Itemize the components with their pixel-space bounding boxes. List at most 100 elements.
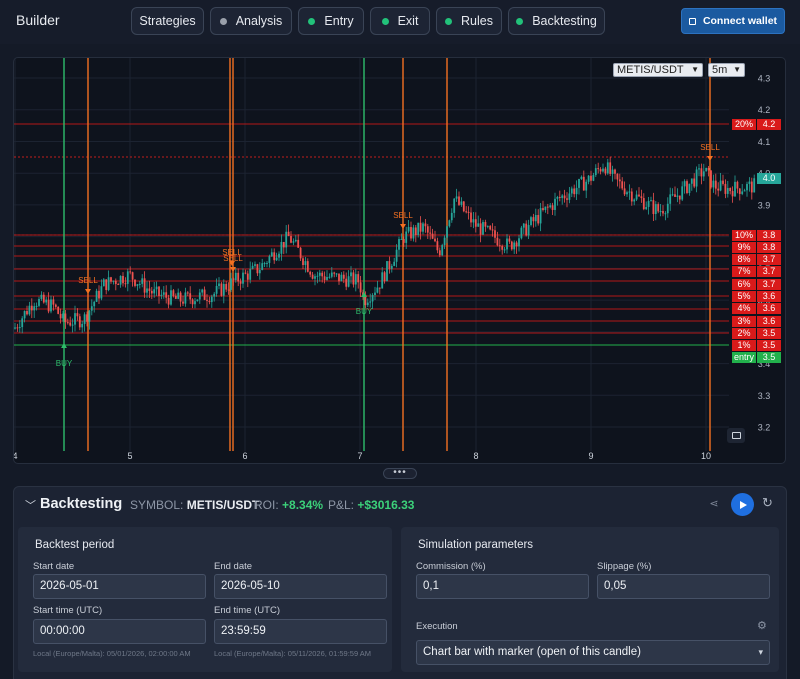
nav-analysis[interactable]: Analysis bbox=[210, 7, 292, 35]
candle-body bbox=[290, 235, 292, 243]
candle-body bbox=[650, 200, 652, 202]
candle-body bbox=[525, 223, 528, 236]
candle-body bbox=[496, 237, 499, 246]
chevron-down-icon[interactable]: ﹀ bbox=[25, 500, 36, 512]
candle-body bbox=[530, 217, 532, 226]
candle-body bbox=[110, 277, 112, 282]
candle-body bbox=[566, 198, 568, 200]
candle-body bbox=[302, 258, 304, 266]
candle-body bbox=[402, 238, 405, 243]
nav-rules[interactable]: Rules bbox=[436, 7, 502, 35]
nav-exit[interactable]: Exit bbox=[370, 7, 430, 35]
candle-body bbox=[693, 178, 696, 187]
candle-body bbox=[134, 279, 136, 286]
pnl-summary: P&L: +$3016.33 bbox=[328, 498, 414, 512]
symbol-select[interactable]: METIS/USDT ▼ bbox=[613, 63, 703, 77]
candle-body bbox=[194, 301, 196, 305]
refresh-icon[interactable]: ↻ bbox=[762, 495, 773, 510]
nav-strategies[interactable]: Strategies bbox=[131, 7, 204, 35]
price-chart[interactable]: 4.34.24.14.03.93.83.73.63.53.43.33.24567… bbox=[13, 57, 786, 464]
buy-marker-label: BUY bbox=[56, 359, 73, 368]
level-price-label: 3.6 bbox=[757, 303, 781, 314]
candle-body bbox=[287, 231, 290, 236]
candle-body bbox=[160, 294, 163, 296]
candle-body bbox=[568, 193, 571, 200]
interval-select[interactable]: 5m ▼ bbox=[708, 63, 745, 77]
start-date-input[interactable]: 2026-05-01 bbox=[33, 574, 206, 599]
connect-wallet-button[interactable]: Connect wallet bbox=[681, 8, 785, 34]
candle-body bbox=[366, 302, 369, 306]
candle-body bbox=[546, 206, 549, 208]
candle-body bbox=[438, 250, 441, 256]
candle-body bbox=[412, 227, 415, 239]
candle-body bbox=[678, 195, 681, 200]
level-percent-label: 8% bbox=[732, 254, 756, 265]
candle-body bbox=[398, 239, 400, 250]
candle-body bbox=[246, 273, 249, 280]
candle-body bbox=[556, 196, 559, 199]
candle-body bbox=[174, 295, 177, 299]
candle-body bbox=[330, 272, 333, 277]
x-tick-label: 7 bbox=[357, 451, 362, 461]
candle-body bbox=[81, 323, 84, 328]
end-date-input[interactable]: 2026-05-10 bbox=[214, 574, 387, 599]
panel-resize-handle[interactable]: ••• bbox=[383, 468, 417, 479]
symbol-label: SYMBOL: bbox=[130, 498, 184, 512]
symbol-summary: SYMBOL: METIS/USDT bbox=[130, 498, 259, 512]
candle-body bbox=[388, 261, 391, 269]
share-icon[interactable]: ⋖ bbox=[709, 498, 719, 510]
level-price-label: 3.6 bbox=[757, 291, 781, 302]
candle-body bbox=[266, 262, 268, 264]
candle-body bbox=[352, 272, 355, 285]
run-backtest-button[interactable] bbox=[731, 493, 754, 516]
candle-body bbox=[611, 169, 614, 174]
candle-body bbox=[690, 178, 693, 184]
commission-input[interactable]: 0,1 bbox=[416, 574, 589, 599]
start-time-input[interactable]: 00:00:00 bbox=[33, 619, 206, 644]
info-icon[interactable]: ⚙ bbox=[757, 620, 767, 632]
sell-arrow-icon bbox=[230, 267, 236, 272]
backtesting-title: Backtesting bbox=[40, 496, 123, 512]
candle-body bbox=[484, 221, 487, 227]
candle-body bbox=[626, 192, 628, 195]
chart-canvas[interactable]: 4.34.24.14.03.93.83.73.63.53.43.33.24567… bbox=[14, 58, 786, 464]
level-percent-label: 4% bbox=[732, 303, 756, 314]
end-time-input[interactable]: 23:59:59 bbox=[214, 619, 387, 644]
execution-select[interactable]: Chart bar with marker (open of this cand… bbox=[416, 640, 770, 665]
start-local-time: Local (Europe/Malta): 05/01/2026, 02:00:… bbox=[33, 649, 191, 658]
level-price-label: 3.7 bbox=[757, 254, 781, 265]
candle-body bbox=[498, 245, 501, 247]
candle-body bbox=[753, 178, 756, 193]
sell-marker-label: SELL bbox=[223, 254, 243, 263]
candle-body bbox=[165, 292, 168, 298]
candle-body bbox=[683, 181, 686, 187]
candle-body bbox=[652, 200, 655, 215]
status-dot-icon bbox=[308, 17, 316, 25]
candle-body bbox=[227, 289, 230, 291]
candle-body bbox=[441, 245, 444, 256]
candle-body bbox=[645, 206, 648, 210]
candle-body bbox=[162, 292, 165, 295]
candle-body bbox=[450, 212, 453, 221]
candle-body bbox=[666, 203, 669, 214]
candle-body bbox=[726, 188, 729, 194]
candle-body bbox=[251, 265, 254, 269]
candle-body bbox=[630, 191, 633, 202]
nav-entry[interactable]: Entry bbox=[298, 7, 364, 35]
play-icon bbox=[740, 500, 747, 509]
candle-body bbox=[275, 257, 278, 261]
candle-body bbox=[616, 173, 619, 180]
candle-body bbox=[671, 194, 674, 196]
sell-marker-label: SELL bbox=[78, 276, 98, 285]
candle-body bbox=[738, 188, 741, 194]
screenshot-button[interactable] bbox=[727, 428, 745, 443]
nav-backtesting[interactable]: Backtesting bbox=[508, 7, 605, 35]
candle-body bbox=[575, 187, 578, 195]
slippage-input[interactable]: 0,05 bbox=[597, 574, 770, 599]
candle-body bbox=[354, 274, 357, 285]
candle-body bbox=[561, 195, 564, 198]
candle-body bbox=[702, 171, 705, 177]
buy-marker-label: BUY bbox=[356, 307, 373, 316]
candle-body bbox=[347, 276, 350, 287]
candle-body bbox=[234, 272, 237, 281]
